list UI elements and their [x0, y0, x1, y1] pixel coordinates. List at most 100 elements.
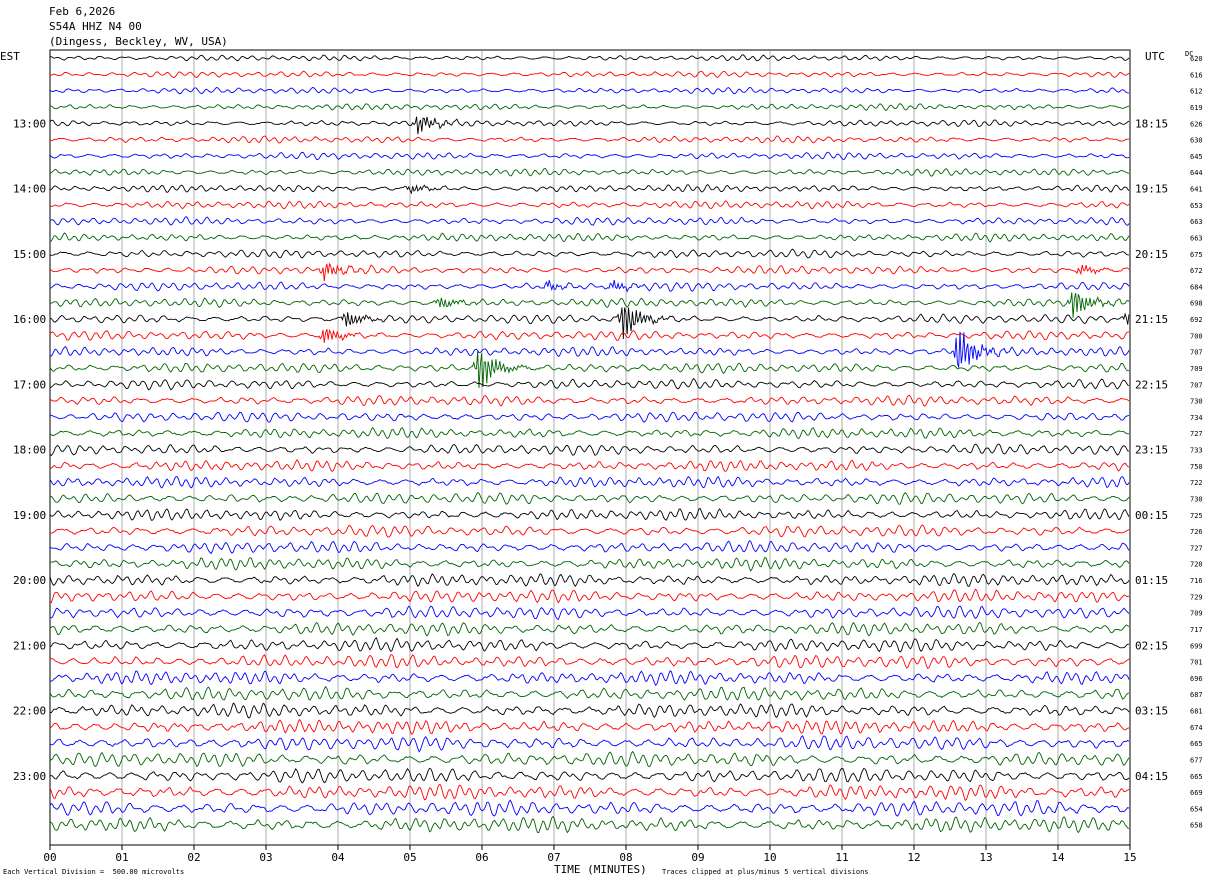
dc-offset-label: 663 [1190, 218, 1203, 226]
seismic-trace [49, 350, 1130, 388]
dc-offset-label: 696 [1190, 675, 1203, 683]
seismic-trace [49, 427, 1130, 440]
dc-offset-label: 716 [1190, 577, 1203, 585]
dc-offset-label: 730 [1190, 398, 1203, 406]
dc-offset-label: 665 [1190, 773, 1203, 781]
left-hour-label: 15:00 [13, 248, 46, 261]
seismic-trace [49, 556, 1130, 572]
left-timezone-label: EST [0, 50, 20, 63]
dc-offset-label: 707 [1190, 349, 1203, 357]
left-hour-label: 16:00 [13, 313, 46, 326]
x-tick-label: 07 [547, 851, 560, 864]
left-hour-label: 17:00 [13, 378, 46, 391]
right-hour-label: 22:15 [1135, 378, 1168, 391]
seismic-trace [49, 443, 1130, 457]
seismic-trace [49, 70, 1130, 78]
x-axis-label: TIME (MINUTES) [554, 863, 647, 876]
seismic-trace [49, 184, 1130, 195]
seismic-trace [49, 87, 1130, 95]
left-hour-label: 18:00 [13, 444, 46, 457]
dc-offset-label: 619 [1190, 104, 1203, 112]
dc-offset-label: 709 [1190, 365, 1203, 373]
seismic-trace [50, 54, 1130, 62]
x-tick-label: 10 [763, 851, 776, 864]
seismic-trace [49, 200, 1130, 210]
seismic-trace [49, 216, 1130, 226]
right-hour-label: 23:15 [1135, 444, 1168, 457]
dc-offset-label: 684 [1190, 283, 1203, 291]
dc-offset-label: 665 [1190, 740, 1203, 748]
seismic-trace [49, 718, 1130, 735]
dc-offset-label: 722 [1190, 479, 1203, 487]
right-hour-label: 21:15 [1135, 313, 1168, 326]
dc-offset-label: 720 [1190, 561, 1203, 569]
dc-offset-label: 654 [1190, 805, 1203, 813]
x-tick-label: 01 [115, 851, 128, 864]
seismic-trace [49, 573, 1130, 587]
x-tick-label: 14 [1051, 851, 1065, 864]
x-tick-label: 13 [979, 851, 992, 864]
seismic-trace [49, 411, 1130, 423]
right-hour-label: 00:15 [1135, 509, 1168, 522]
seismic-trace [49, 331, 1130, 368]
right-hour-label: 19:15 [1135, 183, 1168, 196]
dc-offset-label: 653 [1190, 202, 1203, 210]
seismic-trace [49, 492, 1130, 505]
dc-offset-label: 612 [1190, 88, 1203, 96]
seismic-trace [49, 458, 1130, 473]
seismic-trace [49, 621, 1130, 637]
right-hour-label: 03:15 [1135, 705, 1168, 718]
dc-offset-label: 727 [1190, 430, 1203, 438]
seismic-trace [49, 524, 1130, 538]
dc-offset-label: 626 [1190, 120, 1203, 128]
right-hour-label: 18:15 [1135, 117, 1168, 130]
seismic-trace [49, 232, 1130, 243]
dc-offset-label: 709 [1190, 610, 1203, 618]
dc-offset-label: 700 [1190, 332, 1203, 340]
right-hour-label: 02:15 [1135, 639, 1168, 652]
seismic-trace [49, 279, 1130, 293]
seismic-trace [49, 475, 1130, 489]
dc-offset-label: 674 [1190, 724, 1203, 732]
right-hour-label: 20:15 [1135, 248, 1168, 261]
seismic-trace [49, 815, 1130, 834]
seismic-trace [49, 394, 1130, 407]
dc-offset-label: 726 [1190, 528, 1203, 536]
right-hour-label: 01:15 [1135, 574, 1168, 587]
seismic-trace [49, 670, 1130, 687]
seismic-trace [49, 116, 1130, 135]
left-hour-label: 21:00 [13, 639, 46, 652]
date-label: Feb 6,2026 [49, 5, 116, 18]
dc-offset-label: 717 [1190, 626, 1203, 634]
seismic-trace [49, 783, 1130, 801]
seismic-trace [49, 636, 1130, 653]
dc-offset-label: 681 [1190, 708, 1203, 716]
x-tick-label: 00 [43, 851, 56, 864]
dc-offset-label: 699 [1190, 642, 1203, 650]
dc-offset-label: 658 [1190, 822, 1203, 830]
dc-offset-label: 645 [1190, 153, 1203, 161]
left-hour-label: 22:00 [13, 705, 46, 718]
seismic-trace [49, 307, 1130, 340]
x-tick-label: 09 [691, 851, 704, 864]
dc-offset-label: 663 [1190, 234, 1203, 242]
dc-offset-label: 733 [1190, 447, 1203, 455]
seismic-trace [49, 605, 1130, 621]
seismic-trace [49, 799, 1130, 817]
seismic-trace [49, 750, 1130, 768]
seismic-trace [49, 735, 1130, 753]
right-timezone-label: UTC [1145, 50, 1165, 63]
seismic-trace [49, 248, 1130, 259]
seismic-trace [49, 262, 1130, 282]
dc-offset-label: 677 [1190, 756, 1203, 764]
seismic-trace [50, 292, 1130, 318]
seismic-trace [49, 151, 1130, 160]
left-hour-label: 20:00 [13, 574, 46, 587]
left-hour-label: 13:00 [13, 117, 46, 130]
dc-offset-label: 630 [1190, 137, 1203, 145]
dc-offset-label: 620 [1190, 55, 1203, 63]
dc-offset-label: 725 [1190, 512, 1203, 520]
location-label: (Dingess, Beckley, WV, USA) [49, 35, 228, 48]
dc-offset-label: 750 [1190, 463, 1203, 471]
